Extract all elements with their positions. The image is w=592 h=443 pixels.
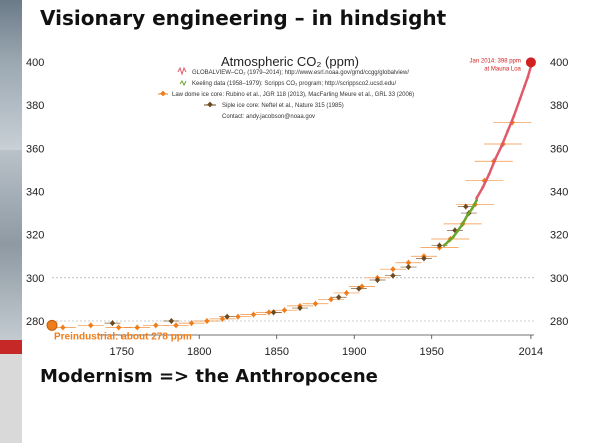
svg-text:GLOBALVIEW–CO₂ (1979–2014); ht: GLOBALVIEW–CO₂ (1979–2014); http://www.e… (192, 70, 409, 76)
y-tick-left-360: 360 (26, 143, 44, 155)
y-tick-right-300: 300 (550, 273, 568, 285)
keeling-data-point (475, 198, 479, 202)
latest-label-line2: at Mauna Loa (484, 66, 521, 72)
legend-law-dome: Law dome ice core: Rubino et al., JGR 11… (158, 90, 414, 98)
law-dome-ice-core-point (188, 320, 195, 326)
law-dome-ice-core-point (390, 266, 396, 273)
svg-text:Siple ice core: Neftel et al.: Siple ice core: Neftel et al., Nature 31… (222, 103, 344, 109)
siple-ice-core-point (168, 318, 175, 324)
x-tick-label-1800: 1800 (187, 346, 211, 358)
slide-title: Visionary engineering – in hindsight (40, 6, 447, 30)
latest-label-line1: Jan 2014: 398 ppm (470, 58, 521, 64)
globalview-co-line (475, 65, 533, 199)
siple-ice-core-point (270, 309, 277, 316)
siple-ice-core-point (374, 277, 381, 283)
globalview-co-point (493, 157, 497, 161)
law-dome-ice-core-point (343, 290, 350, 296)
keeling-data-point (470, 207, 474, 211)
globalview-co-point (481, 185, 485, 189)
edge-photo-strip-lower (0, 150, 22, 340)
siple-ice-core-point (335, 294, 342, 301)
siple-ice-core-point (436, 242, 443, 249)
law-dome-ice-core-point (115, 324, 122, 331)
law-dome-ice-core-point (250, 311, 257, 318)
y-tick-left-320: 320 (26, 230, 44, 242)
keeling-data-point (442, 244, 446, 247)
svg-text:Keeling data (1958–1979): Scri: Keeling data (1958–1979): Scripps CO₂ pr… (192, 81, 396, 87)
preindustrial-label: Preindustrial: about 278 ppm (54, 331, 192, 342)
y-tick-right-280: 280 (550, 316, 568, 328)
y-tick-left-340: 340 (26, 187, 44, 199)
chart-title: Atmospheric CO₂ (ppm) (221, 54, 359, 69)
siple-ice-core-point (109, 320, 116, 326)
globalview-co-point (526, 75, 530, 79)
law-dome-ice-core-point (328, 296, 334, 303)
siple-ice-core-point (421, 255, 427, 262)
y-tick-right-400: 400 (550, 57, 568, 69)
globalview-co-point (523, 84, 527, 88)
keeling-data-point (465, 213, 469, 217)
x-tick-label-1950: 1950 (419, 346, 443, 358)
law-dome-ice-core-point (87, 322, 94, 329)
law-dome-ice-core-point (204, 318, 210, 324)
y-tick-left-400: 400 (26, 57, 44, 69)
x-tick-label-1850: 1850 (264, 346, 288, 358)
preindustrial-point (46, 319, 58, 331)
siple-ice-core-point (356, 285, 362, 292)
y-tick-left-280: 280 (26, 316, 44, 328)
y-tick-right-380: 380 (550, 100, 568, 112)
globalview-co-point (506, 129, 510, 133)
globalview-co-point (475, 196, 479, 200)
siple-ice-core-point (224, 313, 230, 320)
siple-ice-core-point (462, 203, 469, 210)
edge-photo-strip (0, 0, 22, 150)
keeling-data-point (447, 239, 451, 243)
y-tick-right-360: 360 (550, 143, 568, 155)
x-tick-label-1900: 1900 (342, 346, 366, 358)
keeling-data-point (461, 222, 465, 226)
legend-contact: Contact: andy.jacobson@noaa.gov (222, 114, 315, 120)
y-tick-right-320: 320 (550, 230, 568, 242)
globalview-co-point (500, 144, 503, 148)
legend-siple: Siple ice core: Neftel et al., Nature 31… (204, 101, 344, 109)
edge-gray-band (0, 354, 22, 443)
edge-red-band (0, 340, 22, 354)
legend-globalview: GLOBALVIEW–CO₂ (1979–2014); http://www.e… (177, 66, 409, 76)
globalview-co-point (487, 172, 491, 176)
y-tick-left-380: 380 (26, 100, 44, 112)
siple-ice-core-point (390, 272, 396, 279)
slide-subtitle: Modernism => the Anthropocene (40, 366, 378, 387)
law-dome-ice-core-point (153, 322, 159, 329)
law-dome-ice-core-point (173, 322, 179, 329)
legend-keeling: Keeling data (1958–1979): Scripps CO₂ pr… (179, 80, 396, 87)
siple-ice-core-point (405, 264, 412, 270)
law-dome-ice-core-point (235, 313, 241, 320)
y-tick-right-340: 340 (550, 187, 568, 199)
law-dome-ice-core-point (312, 300, 319, 307)
latest-point (525, 57, 536, 68)
keeling-data-point (456, 228, 460, 232)
law-dome-ice-core-point (405, 259, 412, 266)
law-dome-ice-core-point (219, 316, 226, 322)
law-dome-ice-core-point (60, 324, 66, 331)
chart-legend: GLOBALVIEW–CO₂ (1979–2014); http://www.e… (158, 66, 414, 120)
law-dome-ice-core-point (134, 324, 141, 331)
law-dome-ice-core-point (281, 307, 288, 314)
law-dome-ice-core-point (266, 309, 272, 316)
siple-ice-core-point (297, 305, 303, 311)
y-tick-left-300: 300 (26, 273, 44, 285)
globalview-co-point (518, 97, 522, 101)
keeling-data-point (452, 235, 455, 239)
x-tick-label-2014: 2014 (519, 346, 543, 358)
svg-text:Law dome ice core: Rubino et a: Law dome ice core: Rubino et al., JGR 11… (172, 92, 414, 98)
x-tick-label-1750: 1750 (110, 346, 134, 358)
globalview-co-point (512, 114, 516, 118)
